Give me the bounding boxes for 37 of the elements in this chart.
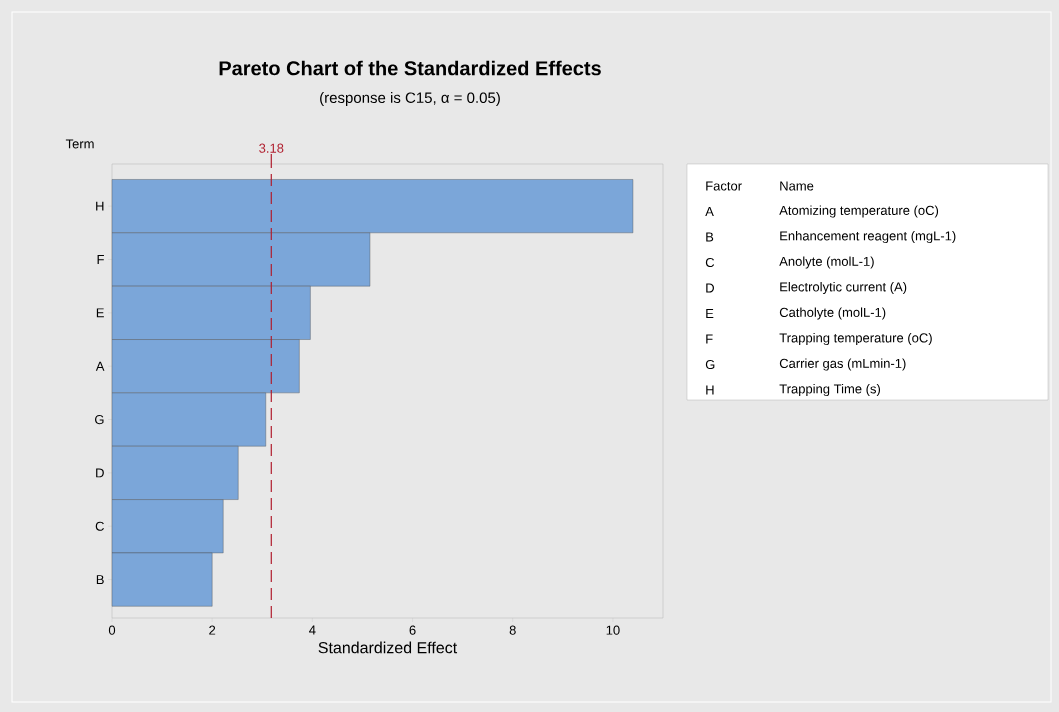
text: E bbox=[706, 309, 714, 318]
text: Name bbox=[780, 181, 814, 191]
y-tick-label: D bbox=[96, 468, 104, 478]
text: Trapping Time (s) bbox=[779, 383, 881, 397]
text: A bbox=[705, 207, 714, 216]
text: G bbox=[705, 359, 715, 370]
chart-title: Pareto Chart of the Standardized Effects bbox=[219, 60, 601, 76]
text: Trapping temperature (oC) bbox=[779, 332, 932, 346]
text: Electrolytic current (A) bbox=[780, 281, 907, 295]
text: H bbox=[706, 385, 714, 395]
text: Anolyte (molL-1) bbox=[779, 256, 874, 269]
y-tick-label: F bbox=[97, 255, 104, 264]
text: Atomizing temperature (oC) bbox=[779, 205, 939, 218]
text: C bbox=[705, 257, 715, 268]
text: Enhancement reagent (mgL-1) bbox=[780, 230, 956, 244]
x-tick-label: 2 bbox=[209, 625, 216, 635]
y-tick-label: C bbox=[95, 521, 104, 531]
x-axis-title: Standardized Effect bbox=[318, 641, 458, 654]
text: Catholyte (molL-1) bbox=[779, 307, 886, 320]
text: Factor bbox=[706, 181, 742, 191]
x-tick-label: 10 bbox=[606, 625, 620, 635]
text: D bbox=[706, 283, 714, 293]
text: Carrier gas (mLmin-1) bbox=[779, 358, 906, 371]
y-tick-label: G bbox=[95, 414, 104, 425]
x-tick-label: 0 bbox=[108, 625, 116, 635]
x-tick-label: 6 bbox=[409, 625, 416, 635]
text: B bbox=[706, 232, 714, 242]
x-tick-label: 8 bbox=[509, 625, 516, 635]
x-tick-label: 4 bbox=[309, 625, 316, 635]
text: F bbox=[706, 334, 713, 344]
y-tick-label: A bbox=[95, 361, 105, 371]
y-tick-label: B bbox=[96, 575, 104, 585]
y-tick-label: H bbox=[96, 201, 104, 211]
y-axis-title: Term bbox=[65, 139, 94, 149]
chart-subtitle: (response is C15, α = 0.05) bbox=[320, 92, 500, 106]
ref-line-label: 3.18 bbox=[259, 143, 284, 153]
y-tick-label: E bbox=[96, 308, 104, 318]
